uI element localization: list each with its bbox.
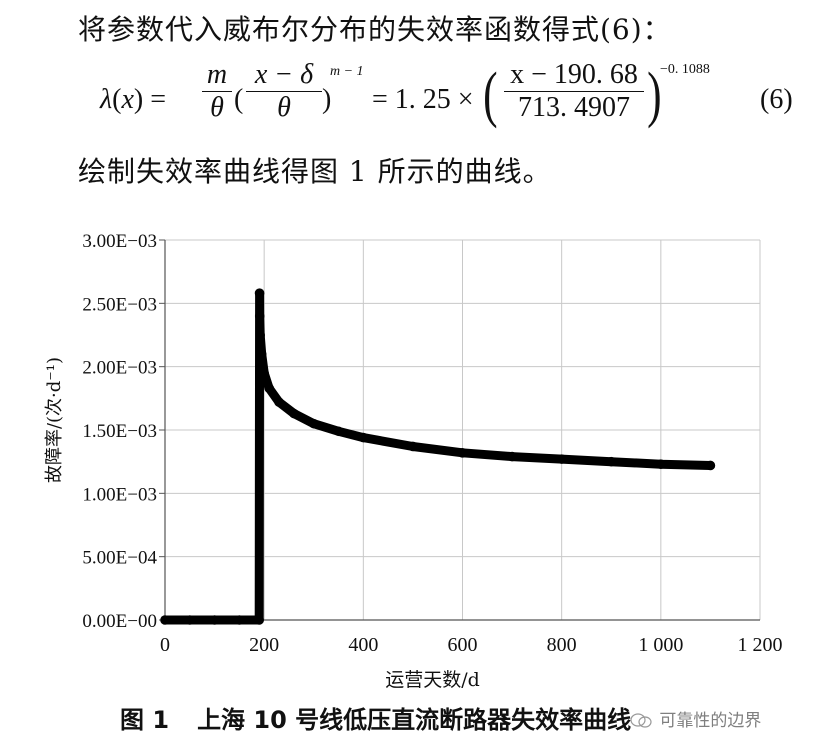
y-tick-label: 3.00E−03 (82, 231, 157, 252)
formula-big-paren-open: ( (483, 61, 498, 129)
formula-frac-m-theta: m θ (202, 60, 232, 123)
x-tick-label: 800 (547, 634, 577, 656)
formula-frac-main: x − 190. 68 713. 4907 (504, 60, 644, 123)
formula-paren-open: ( (234, 84, 244, 115)
frac1-numerator: m (206, 59, 228, 90)
data-point (457, 448, 468, 458)
y-tick-label: 2.50E−03 (82, 294, 157, 315)
failure-rate-curve (160, 288, 715, 625)
figure-number: 图 1 (120, 706, 170, 734)
x-tick-label: 0 (160, 634, 170, 656)
data-point (289, 408, 299, 419)
formula-frac-x-delta: x − δ θ (246, 60, 322, 123)
data-point (556, 454, 567, 464)
frac1-denominator: θ (210, 92, 224, 123)
data-point (333, 426, 344, 437)
wechat-icon (630, 713, 652, 728)
data-point (234, 615, 245, 625)
formula-paren-close: ) (322, 84, 332, 115)
frac3-numerator: x − 190. 68 (510, 59, 638, 90)
y-tick-label: 1.00E−03 (82, 484, 157, 505)
data-point (209, 615, 220, 625)
formula-big-paren-close: ) (647, 61, 662, 129)
paragraph-intro: 将参数代入威布尔分布的失效率函数得式(6)： (78, 13, 672, 46)
formula-equals-coefficient: = 1. 25 × (372, 84, 474, 115)
y-tick-label: 5.00E−04 (82, 548, 157, 569)
frac2-numerator: x − δ (254, 59, 314, 90)
data-point (408, 441, 418, 452)
frac3-denominator: 713. 4907 (518, 92, 630, 123)
paragraph-figure-reference: 绘制失效率曲线得图 1 所示的曲线。 (78, 155, 552, 188)
data-point (160, 615, 170, 625)
y-tick-label: 2.00E−03 (82, 358, 157, 379)
data-point (254, 311, 265, 321)
data-point (606, 456, 617, 467)
data-point (254, 615, 265, 625)
formula-exponent-1: m − 1 (330, 64, 364, 79)
y-tick-label: 1.50E−03 (82, 421, 157, 442)
data-point (274, 397, 284, 407)
data-point (264, 383, 274, 393)
equation-number: (6) (760, 84, 793, 115)
failure-rate-chart: 0.00E−00 5.00E−04 1.00E−03 1.50E−03 2.00E−03… (44, 231, 783, 691)
data-point (255, 330, 265, 340)
data-point (184, 615, 195, 625)
weibull-failure-rate-formula: λ(x) = m θ ( x − δ θ ) m − 1 = 1. 25 × (… (100, 60, 810, 140)
data-point (358, 432, 369, 443)
watermark-text: 可靠性的边界 (659, 711, 762, 731)
y-axis-title: 故障率/(次·d⁻¹) (44, 357, 65, 483)
figure-caption: 图 1 上海 10 号线低压直流断路器失效率曲线 (120, 700, 631, 735)
x-tick-label: 1 000 (638, 634, 683, 656)
x-axis-title: 运营天数/d (385, 669, 480, 691)
formula-exponent-2: −0. 1088 (660, 62, 710, 77)
data-point (259, 368, 269, 378)
figure-title: 上海 10 号线低压直流断路器失效率曲线 (197, 706, 632, 734)
x-tick-label: 1 200 (738, 634, 783, 656)
x-tick-label: 600 (448, 634, 478, 656)
data-point (656, 459, 666, 469)
frac2-denominator: θ (277, 92, 291, 123)
data-point (308, 418, 319, 429)
y-tick-label: 0.00E−00 (82, 611, 157, 632)
data-point (705, 460, 716, 471)
x-tick-label: 200 (249, 634, 279, 656)
x-tick-label: 400 (348, 634, 378, 656)
data-point (254, 288, 265, 298)
wechat-watermark: 可靠性的边界 (630, 706, 761, 731)
data-point (507, 451, 517, 462)
formula-lhs: λ(x) = (100, 84, 167, 115)
data-point (256, 349, 267, 359)
